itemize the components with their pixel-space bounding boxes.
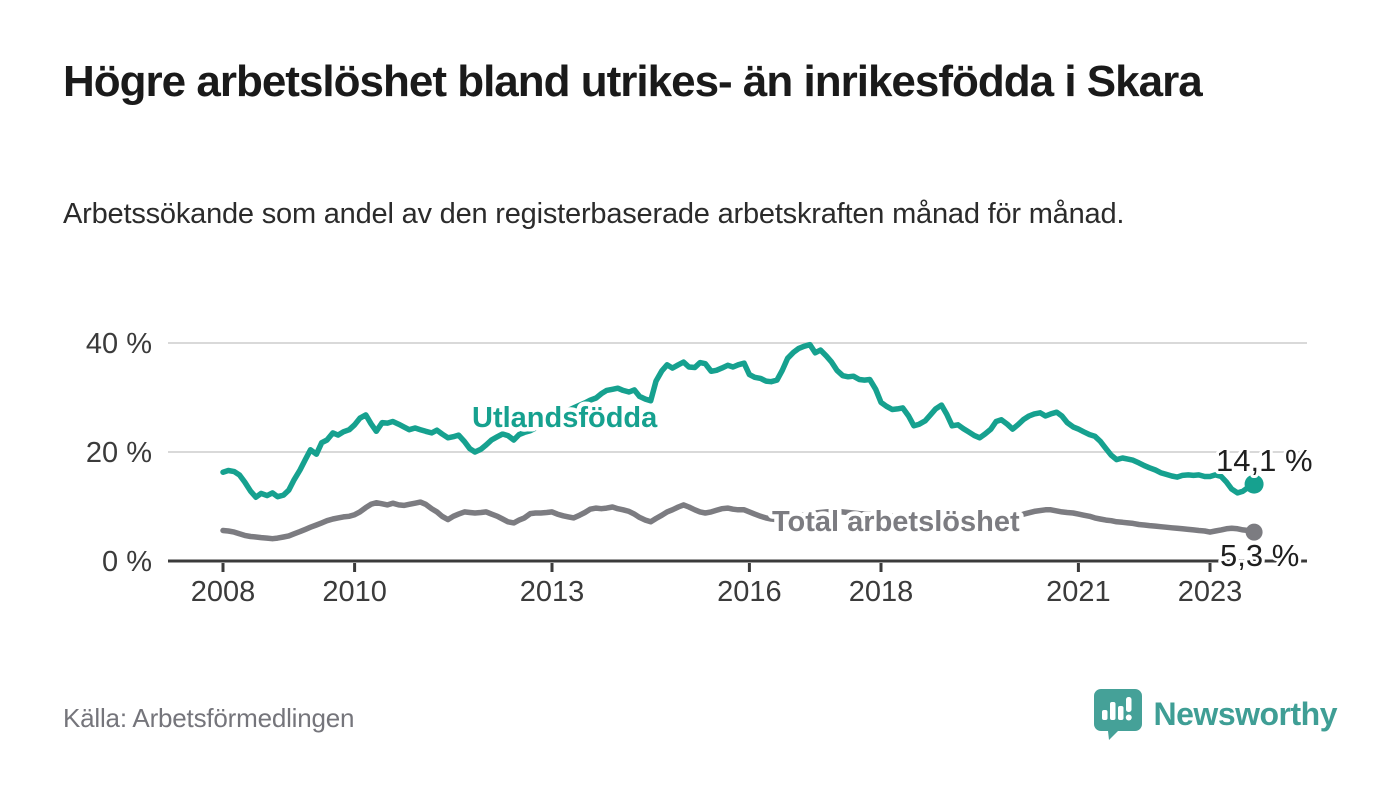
exclamation-dot [1125, 714, 1132, 721]
y-tick-label: 0 % [102, 546, 152, 578]
end-value-label-utlandsfodda: 14,1 % [1216, 443, 1313, 478]
source-note: Källa: Arbetsförmedlingen [63, 703, 355, 733]
brand-lockup: Newsworthy [1093, 688, 1338, 740]
x-tick-label: 2018 [849, 576, 914, 608]
gridlines [168, 342, 1307, 453]
newsworthy-logo-icon [1093, 689, 1142, 740]
y-tick-label: 20 % [86, 437, 152, 469]
series-line-utlandsfodda [220, 341, 1257, 500]
brand-name: Newsworthy [1153, 695, 1338, 732]
x-tick-label: 2010 [322, 576, 387, 608]
x-tick-label: 2013 [520, 576, 585, 608]
series-label-total: Total arbetslöshet [772, 506, 1020, 538]
bar-chart-glyph [1101, 697, 1132, 721]
series-end-labels: 14,1 % 5,3 % [1213, 440, 1316, 576]
x-tick-label: 2016 [717, 576, 782, 608]
x-tick-label: 2021 [1046, 576, 1111, 608]
series-labels: Utlandsfödda Total arbetslöshet [468, 398, 1025, 543]
series-lines [220, 341, 1257, 542]
y-axis-labels: 0 % 20 % 40 % [86, 328, 152, 578]
x-axis-labels: 2008 2010 2013 2016 2018 2021 2023 [191, 576, 1243, 608]
end-dot-total [1245, 523, 1263, 541]
x-tick-label: 2008 [191, 576, 256, 608]
series-end-dots [1244, 474, 1264, 541]
x-tick-label: 2023 [1178, 576, 1243, 608]
page-subtitle: Arbetssökande som andel av den registerb… [63, 198, 1125, 230]
end-value-label-total: 5,3 % [1220, 538, 1299, 573]
y-tick-label: 40 % [86, 328, 152, 360]
series-label-utlandsfodda: Utlandsfödda [472, 402, 658, 434]
page-title: Högre arbetslöshet bland utrikes- än inr… [63, 57, 1203, 106]
x-axis-ticks [221, 563, 1212, 572]
end-dot-utlandsfodda [1244, 474, 1264, 494]
exclamation-bar [1125, 697, 1132, 712]
series-line-total [220, 499, 1257, 542]
